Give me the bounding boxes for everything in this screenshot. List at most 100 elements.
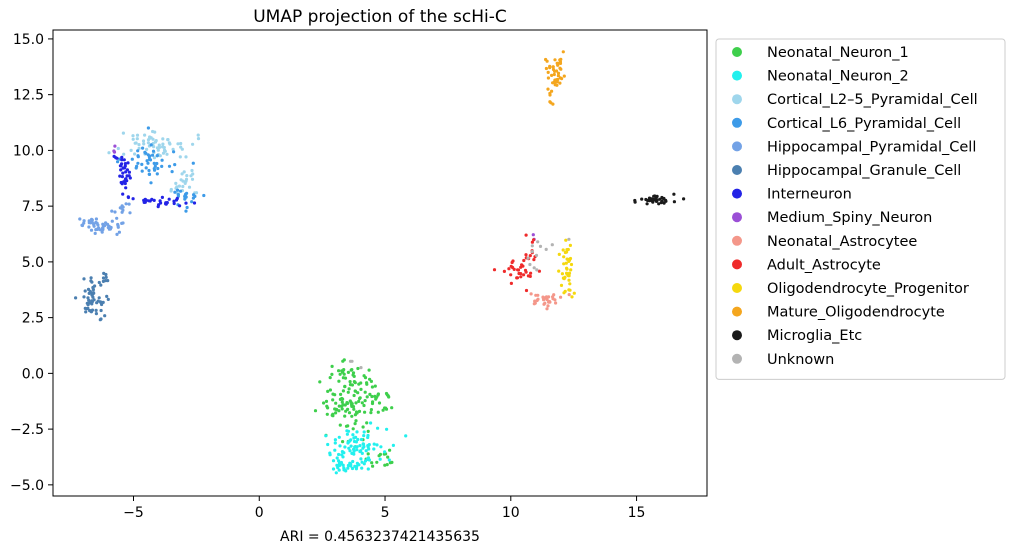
scatter-point bbox=[554, 301, 558, 305]
scatter-point bbox=[358, 396, 362, 400]
y-tick-label: 7.5 bbox=[22, 199, 44, 215]
scatter-point bbox=[569, 262, 574, 267]
series-hippocampal-granule-cell bbox=[74, 271, 110, 322]
scatter-point bbox=[341, 389, 345, 393]
scatter-point bbox=[90, 308, 95, 312]
scatter-point bbox=[350, 414, 354, 418]
legend-item: Cortical_L6_Pyramidal_Cell bbox=[732, 116, 961, 132]
scatter-point bbox=[103, 314, 107, 318]
scatter-point bbox=[331, 467, 336, 471]
scatter-point bbox=[360, 451, 364, 455]
scatter-point bbox=[78, 217, 82, 221]
legend-label: Neonatal_Astrocytee bbox=[767, 234, 917, 250]
scatter-point bbox=[337, 404, 341, 408]
scatter-point bbox=[101, 226, 105, 230]
scatter-point bbox=[377, 401, 382, 405]
scatter-point bbox=[101, 276, 106, 280]
scatter-point bbox=[343, 414, 347, 418]
legend-marker bbox=[732, 70, 742, 81]
legend-box bbox=[715, 38, 1006, 380]
scatter-point bbox=[341, 376, 345, 380]
scatter-point bbox=[152, 161, 156, 165]
series-oligodendrocyte-progenitor bbox=[557, 238, 576, 299]
scatter-point bbox=[522, 258, 526, 263]
scatter-point bbox=[388, 461, 392, 465]
scatter-point bbox=[542, 302, 546, 306]
scatter-point bbox=[390, 406, 394, 410]
legend-marker bbox=[732, 188, 742, 199]
scatter-point bbox=[341, 440, 345, 444]
scatter-point bbox=[330, 413, 334, 417]
legend-item: Hippocampal_Pyramidal_Cell bbox=[732, 139, 976, 155]
scatter-point bbox=[318, 380, 322, 384]
scatter-point bbox=[107, 151, 111, 155]
scatter-point bbox=[337, 369, 341, 373]
plot-frame bbox=[52, 29, 708, 497]
legend-label: Hippocampal_Pyramidal_Cell bbox=[767, 139, 976, 155]
scatter-point bbox=[90, 217, 94, 221]
scatter-point bbox=[338, 423, 342, 427]
scatter-point bbox=[326, 389, 330, 393]
y-tick-label: 5.0 bbox=[22, 255, 44, 271]
scatter-point bbox=[346, 463, 350, 468]
scatter-point bbox=[178, 189, 183, 193]
scatter-point bbox=[510, 265, 515, 270]
scatter-point bbox=[387, 458, 391, 462]
scatter-point bbox=[88, 301, 92, 305]
scatter-point bbox=[523, 268, 528, 272]
scatter-point bbox=[385, 427, 389, 431]
scatter-point bbox=[126, 195, 130, 200]
scatter-point bbox=[87, 298, 91, 302]
scatter-point bbox=[330, 372, 334, 376]
scatter-point bbox=[357, 382, 361, 386]
scatter-point bbox=[348, 449, 352, 453]
legend-item: Cortical_L2–5_Pyramidal_Cell bbox=[732, 92, 978, 108]
scatter-point bbox=[341, 455, 345, 459]
scatter-point bbox=[151, 153, 155, 157]
scatter-point bbox=[567, 293, 571, 297]
scatter-point bbox=[145, 159, 149, 163]
scatter-point bbox=[367, 368, 371, 372]
scatter-point bbox=[532, 238, 536, 242]
scatter-point bbox=[544, 295, 549, 299]
scatter-point bbox=[557, 269, 561, 273]
scatter-point bbox=[82, 295, 86, 299]
scatter-point bbox=[360, 466, 364, 470]
scatter-point bbox=[529, 271, 533, 275]
scatter-point bbox=[167, 164, 172, 168]
scatter-point bbox=[358, 449, 362, 454]
scatter-point bbox=[346, 390, 350, 394]
scatter-point bbox=[560, 272, 565, 276]
scatter-point bbox=[131, 137, 135, 141]
scatter-point bbox=[367, 443, 371, 447]
scatter-point bbox=[146, 126, 150, 130]
scatter-point bbox=[365, 395, 369, 399]
legend-item: Hippocampal_Granule_Cell bbox=[732, 163, 961, 179]
scatter-point bbox=[365, 381, 369, 385]
scatter-point bbox=[152, 198, 156, 202]
scatter-point bbox=[89, 276, 93, 280]
scatter-point bbox=[171, 147, 175, 151]
scatter-point bbox=[145, 147, 149, 151]
scatter-point bbox=[340, 450, 344, 454]
scatter-point bbox=[123, 162, 127, 166]
scatter-point bbox=[118, 164, 122, 168]
scatter-point bbox=[517, 271, 521, 276]
scatter-point bbox=[83, 289, 87, 293]
scatter-point bbox=[372, 442, 376, 446]
scatter-point bbox=[559, 295, 563, 299]
scatter-point bbox=[167, 197, 171, 201]
scatter-point bbox=[555, 61, 559, 65]
scatter-point bbox=[353, 445, 357, 449]
scatter-point bbox=[366, 429, 370, 433]
scatter-point bbox=[362, 430, 366, 434]
scatter-point bbox=[360, 401, 364, 405]
scatter-point bbox=[551, 102, 555, 106]
scatter-point bbox=[113, 144, 117, 148]
scatter-point bbox=[372, 447, 376, 451]
scatter-point bbox=[568, 288, 572, 292]
legend-item: Microglia_Etc bbox=[732, 328, 862, 344]
legend-marker bbox=[732, 47, 742, 57]
scatter-point bbox=[657, 202, 661, 206]
scatter-point bbox=[524, 288, 529, 293]
